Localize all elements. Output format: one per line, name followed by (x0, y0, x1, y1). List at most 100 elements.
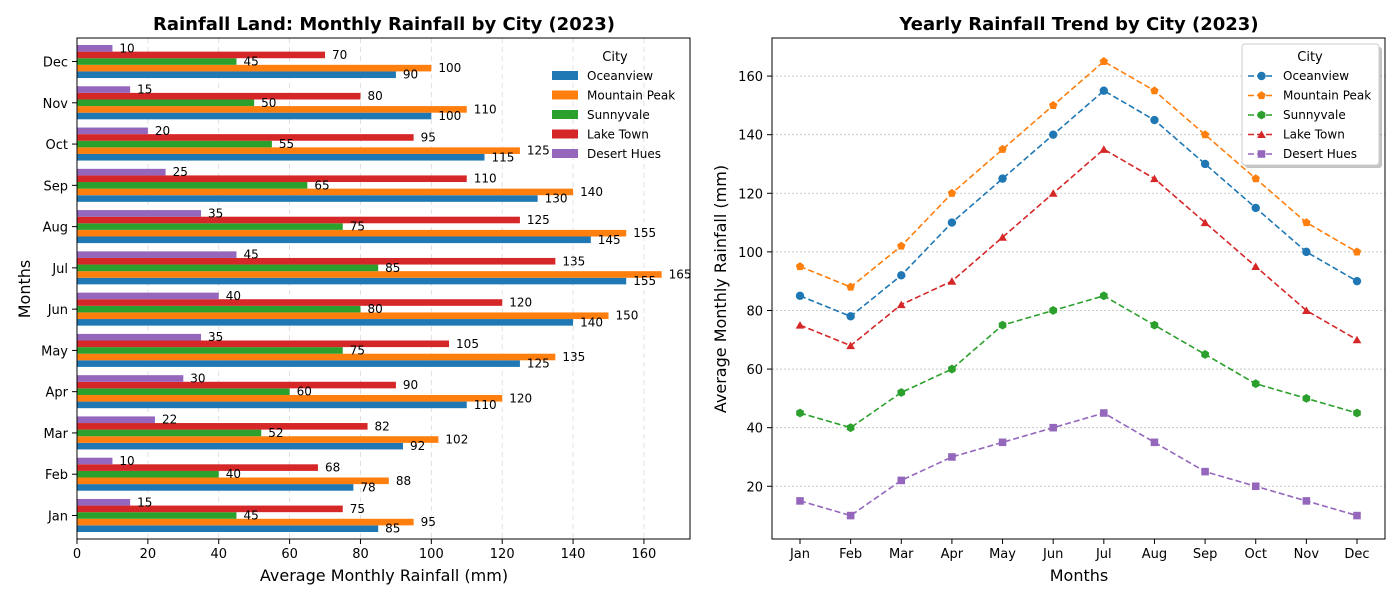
point-oceanview-jun (1048, 130, 1058, 139)
bar-sunnyvale-jan (77, 512, 237, 519)
line-chart-points (795, 57, 1362, 520)
point-mountain-peak-feb (846, 282, 855, 291)
bar-sunnyvale-oct (77, 140, 272, 148)
data-label: 40 (226, 289, 241, 303)
data-label: 110 (474, 172, 497, 186)
data-label: 140 (580, 315, 603, 329)
bar-sunnyvale-dec (77, 58, 237, 65)
legend-label-mountain-peak: Mountain Peak (587, 89, 675, 103)
point-lake-town-apr (947, 277, 957, 285)
bar-lake-town-dec (77, 51, 326, 59)
data-label: 20 (155, 124, 170, 138)
line-chart-legend-title: City (1297, 50, 1323, 65)
legend-swatch-oceanview (552, 71, 578, 80)
data-label: 10 (119, 41, 134, 55)
y-tick-label: 160 (738, 70, 763, 85)
point-mountain-peak-jul (1099, 57, 1109, 66)
point-desert-hues-dec (1353, 511, 1361, 520)
x-tick-label: Sep (1193, 547, 1218, 562)
bar-desert-hues-sep (77, 168, 166, 176)
bar-desert-hues-feb (77, 457, 113, 465)
point-mountain-peak-jun (1048, 100, 1058, 109)
bar-mountain-peak-jun (77, 312, 609, 320)
data-label: 80 (367, 302, 382, 316)
y-tick-label: Jun (47, 303, 68, 318)
data-label: 45 (243, 55, 258, 69)
legend-label-sunnyvale: Sunnyvale (1283, 108, 1346, 122)
legend-label-mountain-peak: Mountain Peak (1283, 89, 1371, 103)
data-label: 35 (208, 330, 223, 344)
x-tick-label: 80 (352, 547, 369, 562)
legend-marker-sunnyvale (1257, 110, 1266, 120)
x-tick-label: 120 (490, 547, 515, 562)
point-mountain-peak-jan (795, 262, 805, 271)
bar-mountain-peak-jul (77, 271, 662, 278)
bar-chart-legend: City Oceanview Mountain Peak Sunnyvale Lake… (552, 50, 675, 161)
bar-mountain-peak-aug (77, 229, 627, 237)
bar-oceanview-apr (77, 401, 467, 409)
point-sunnyvale-feb (846, 423, 855, 433)
bar-oceanview-oct (77, 153, 485, 161)
point-oceanview-feb (846, 312, 855, 321)
point-mountain-peak-nov (1302, 218, 1311, 227)
line-oceanview (799, 89, 1358, 318)
point-sunnyvale-jul (1100, 291, 1108, 301)
point-desert-hues-may (998, 438, 1007, 447)
point-mountain-peak-apr (947, 188, 957, 197)
y-tick-label: Dec (43, 56, 68, 71)
x-tick-label: 20 (140, 547, 157, 562)
data-label: 52 (268, 426, 283, 440)
data-label: 125 (527, 144, 550, 158)
y-tick-label: May (41, 344, 68, 359)
point-lake-town-jun (1048, 189, 1058, 197)
bar-chart-data-labels: 85 78 92 110 125 140 155 145 130 115 100 90 95 88 102 1… (119, 41, 691, 535)
data-label: 30 (190, 371, 205, 385)
data-label: 90 (403, 68, 418, 82)
bar-lake-town-apr (77, 381, 396, 389)
bar-oceanview-feb (77, 484, 354, 491)
legend-marker-mountain-peak (1257, 91, 1266, 100)
point-sunnyvale-dec (1353, 408, 1361, 418)
data-label: 92 (410, 439, 425, 453)
legend-label-sunnyvale: Sunnyvale (587, 108, 650, 122)
bar-lake-town-may (77, 340, 450, 348)
data-label: 125 (527, 213, 550, 227)
data-label: 68 (325, 461, 340, 475)
bar-desert-hues-jun (77, 292, 219, 300)
data-label: 75 (350, 502, 365, 516)
point-sunnyvale-aug (1150, 320, 1159, 330)
y-tick-label: Jan (47, 509, 68, 524)
y-tick-label: Apr (46, 386, 69, 401)
line-chart-x-axis-label: Months (1050, 566, 1108, 585)
point-oceanview-oct (1251, 203, 1260, 213)
line-chart-legend: City Oceanview Mountain Peak Sunnyvale Lake… (1241, 43, 1382, 168)
line-chart-legend-box (1241, 43, 1380, 166)
data-label: 88 (396, 474, 411, 488)
line-chart-x-ticks: Jan Feb Mar Apr May Jun Jul Aug Sep Oct Nov Dec (789, 539, 1370, 562)
data-label: 15 (137, 495, 152, 509)
legend-marker-desert-hues (1257, 150, 1266, 158)
bar-mountain-peak-feb (77, 477, 389, 485)
point-lake-town-feb (846, 341, 855, 350)
bar-oceanview-sep (77, 195, 538, 202)
bar-oceanview-nov (77, 112, 432, 120)
point-lake-town-sep (1200, 218, 1210, 227)
bar-chart-x-ticks: 0 20 40 60 80 100 120 140 160 (73, 539, 656, 562)
data-label: 45 (243, 248, 258, 262)
data-label: 40 (226, 467, 241, 481)
bar-chart-y-axis-label: Months (15, 260, 34, 318)
point-oceanview-nov (1302, 247, 1311, 257)
bar-lake-town-mar (77, 423, 368, 430)
bar-mountain-peak-dec (77, 64, 432, 72)
legend-label-lake-town: Lake Town (1283, 128, 1345, 142)
point-mountain-peak-aug (1150, 86, 1159, 95)
point-desert-hues-jan (796, 497, 804, 505)
line-desert-hues (799, 412, 1358, 517)
data-label: 65 (314, 178, 329, 192)
line-chart-title: Yearly Rainfall Trend by City (2023) (898, 14, 1258, 35)
data-label: 85 (385, 522, 400, 536)
data-label: 135 (562, 254, 585, 268)
x-tick-label: 160 (632, 547, 657, 562)
